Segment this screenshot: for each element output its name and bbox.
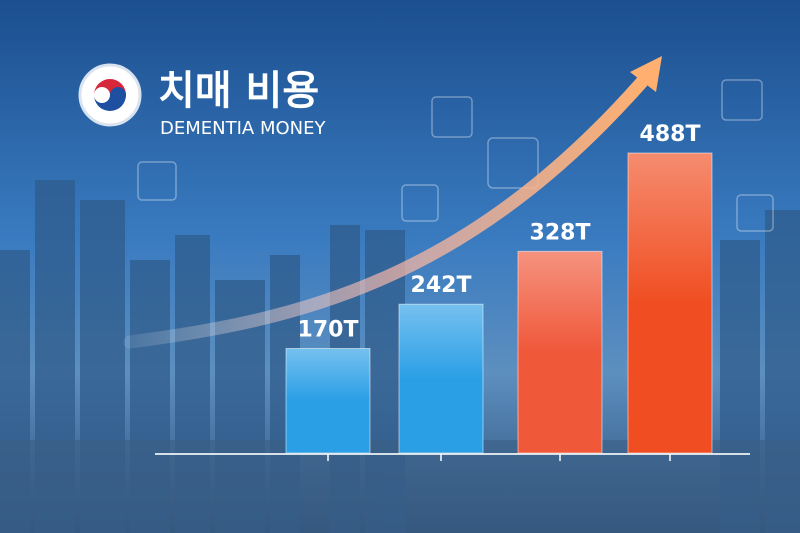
- bar-shine: [399, 304, 483, 379]
- bar-shine: [518, 251, 602, 353]
- value-label: 170T: [298, 317, 359, 342]
- bar-shine: [286, 348, 370, 401]
- chart-subtitle: DEMENTIA MONEY: [160, 118, 326, 139]
- trend-arrowhead: [630, 56, 662, 92]
- value-label: 488T: [640, 122, 701, 147]
- value-label: 328T: [530, 220, 591, 245]
- ground: [0, 440, 800, 533]
- trend-arrow: [123, 68, 655, 349]
- bar-shine: [628, 153, 712, 303]
- chart-title: 치매 비용: [158, 68, 319, 114]
- currency-boxes: [137, 79, 774, 232]
- flag-icon: [78, 63, 142, 127]
- value-label: 242T: [411, 273, 472, 298]
